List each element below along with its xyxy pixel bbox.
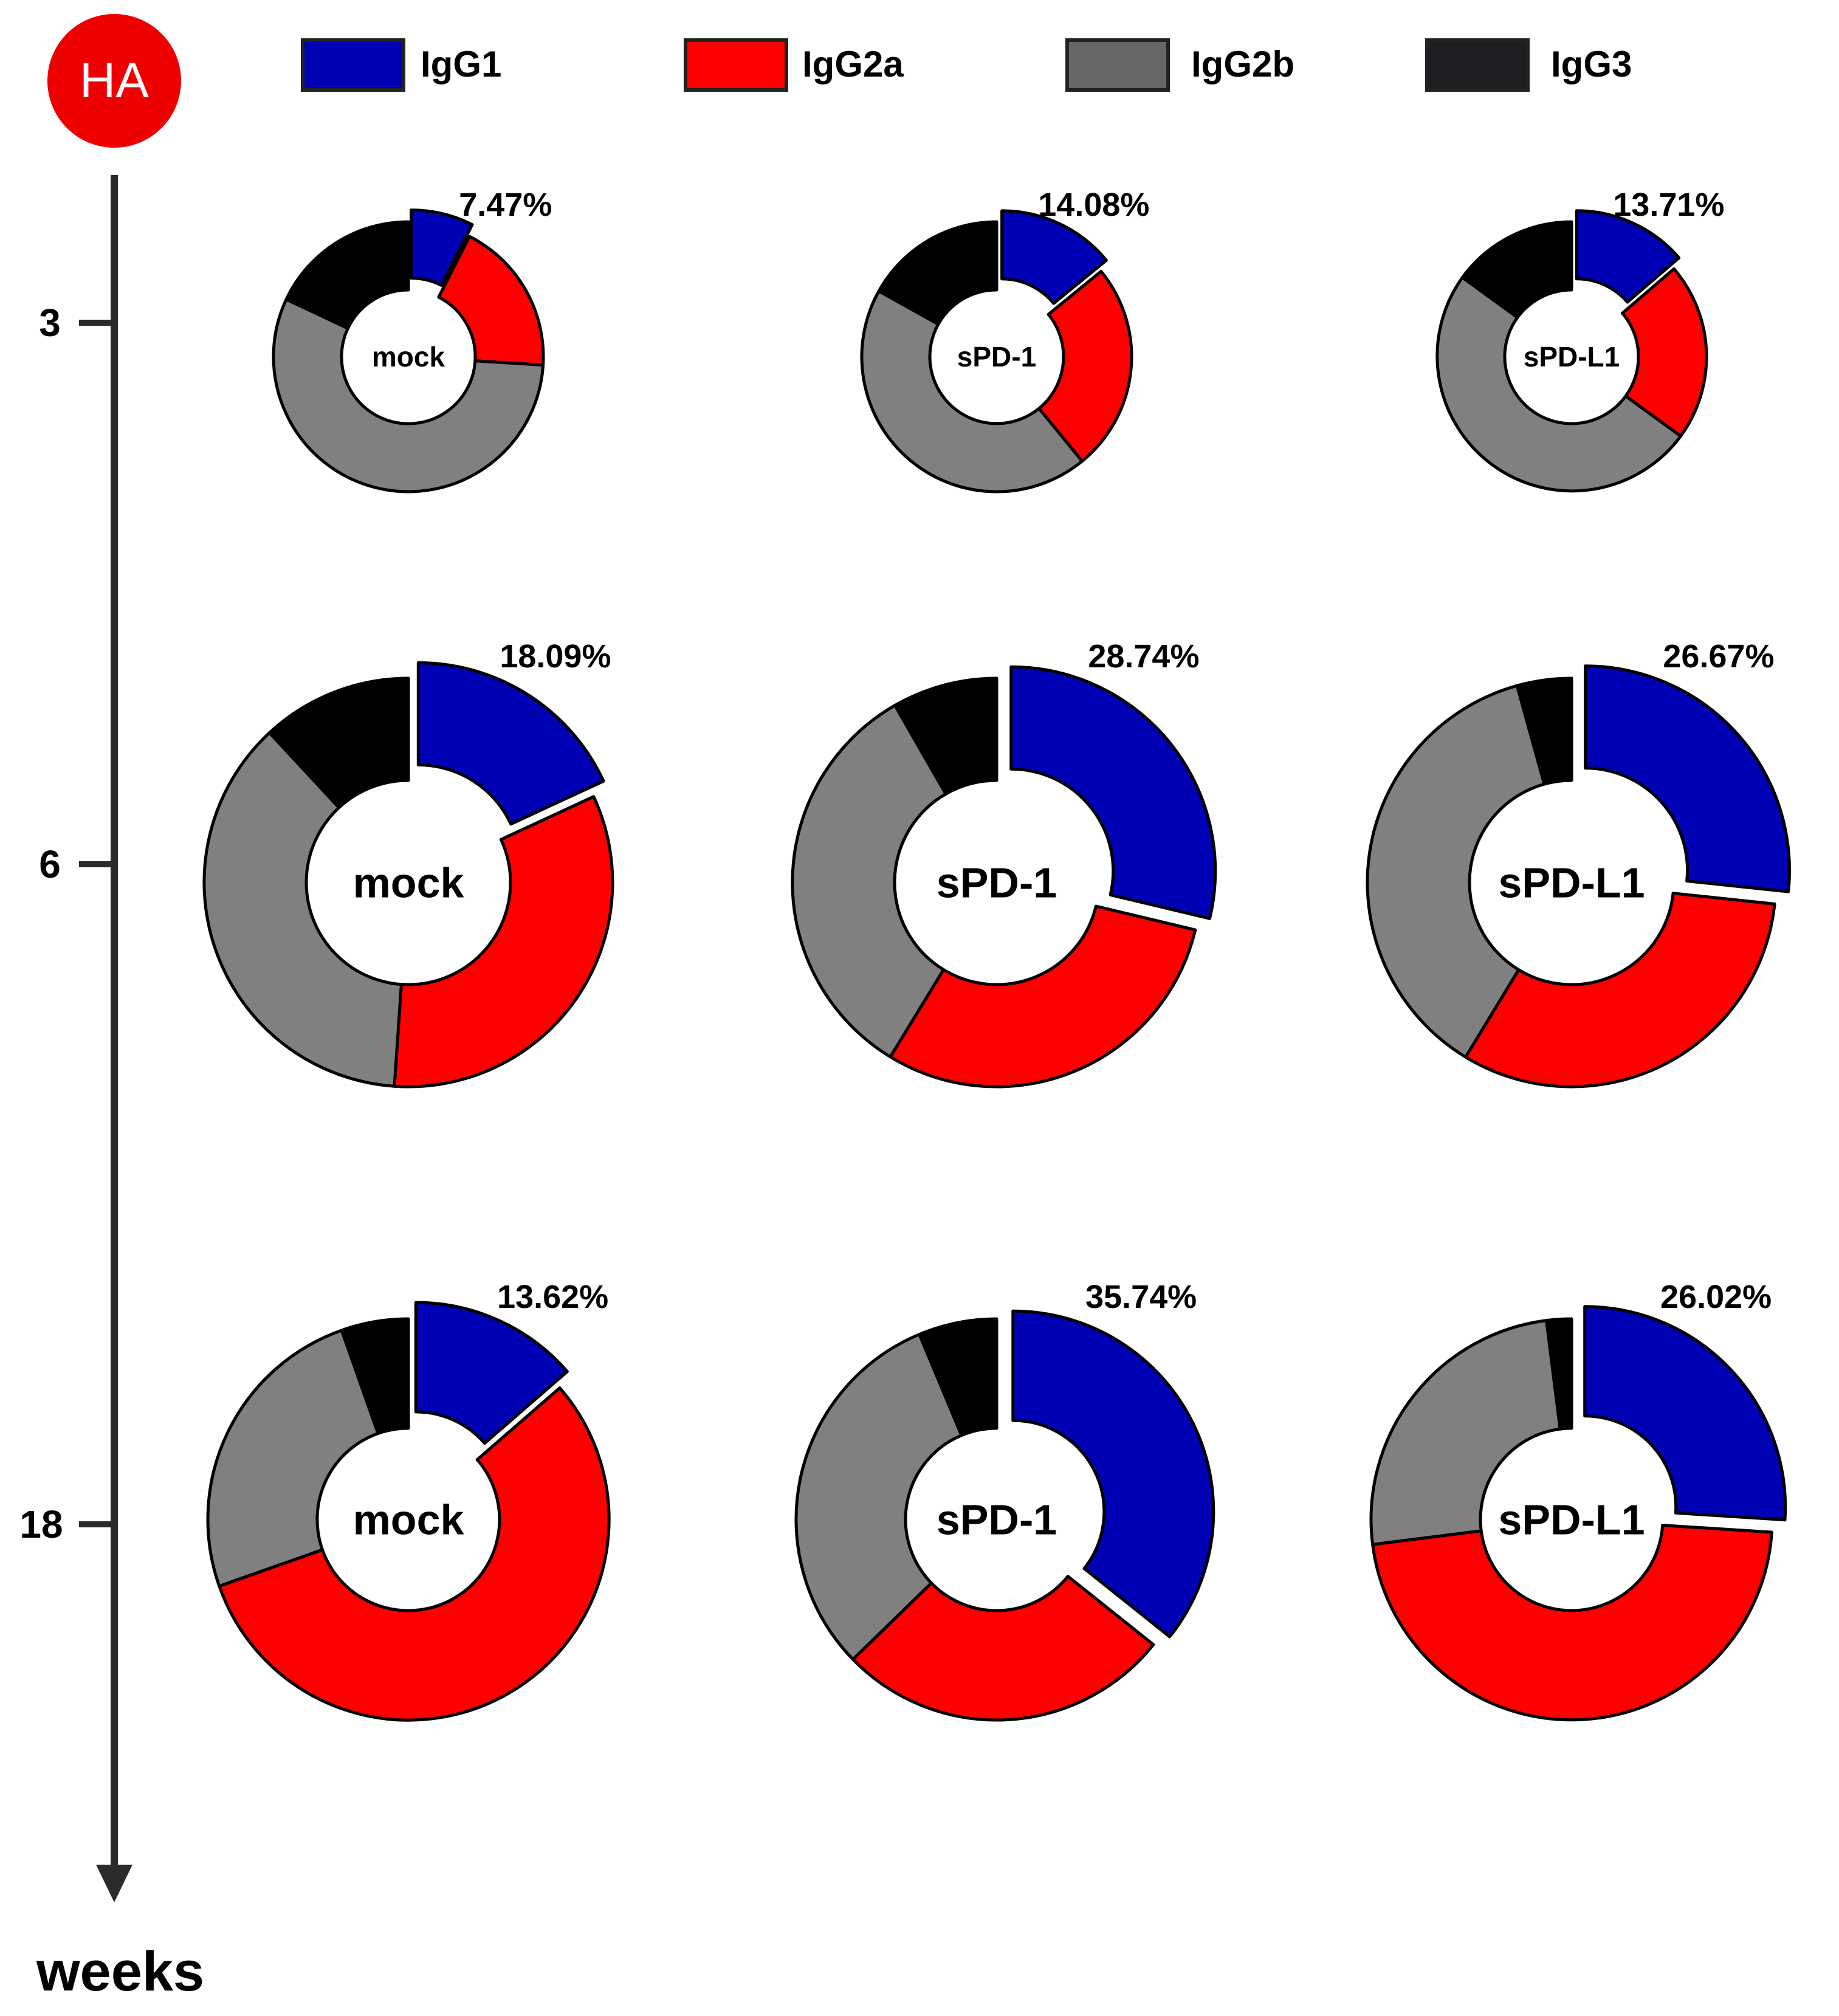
- donut-center-label: mock: [353, 1496, 464, 1544]
- donut-center-label: sPD-1: [937, 1496, 1057, 1544]
- slice-igg1: [1011, 1309, 1215, 1639]
- slice-igg2b: [1435, 276, 1682, 493]
- slice-igg2a: [218, 1386, 611, 1722]
- legend-swatch-igg2b: [1065, 38, 1170, 92]
- legend-label-igg1: IgG1: [421, 44, 501, 84]
- donut-center-label: mock: [372, 341, 445, 373]
- axis-tick-label-week-3: 3: [39, 301, 61, 345]
- slice-igg2b: [206, 1329, 380, 1588]
- legend-label-igg2a: IgG2a: [802, 44, 904, 84]
- donut-week-3-mock: mock 7.47%: [272, 187, 552, 494]
- slice-igg1: [1583, 1305, 1787, 1522]
- donut-center-label: sPD-L1: [1524, 341, 1620, 373]
- donut-center-label: mock: [353, 859, 464, 907]
- slice-igg1: [410, 208, 474, 287]
- donut-center-label: sPD-1: [937, 859, 1057, 907]
- slice-igg1: [414, 1301, 569, 1445]
- slice-igg1: [1584, 664, 1791, 893]
- slice-igg3: [340, 1317, 410, 1435]
- axis-tick-label-week-6: 6: [39, 842, 61, 886]
- antigen-badge: HA: [47, 14, 181, 148]
- slice-igg2a: [851, 1575, 1155, 1722]
- donut-center-label: sPD-L1: [1498, 859, 1645, 907]
- slice-igg1: [416, 661, 605, 826]
- time-axis: 3 6 18 weeks: [19, 175, 204, 2003]
- igg1-percentage-label: 18.09%: [500, 638, 611, 675]
- igg1-percentage-label: 28.74%: [1088, 638, 1199, 675]
- legend-swatch-igg3: [1425, 38, 1530, 92]
- donut-week-6-spd-l1: sPD-L1 26.67%: [1366, 638, 1791, 1089]
- slice-igg2b: [1366, 684, 1546, 1059]
- igg1-percentage-label: 35.74%: [1085, 1279, 1197, 1315]
- slice-igg2b: [791, 704, 947, 1059]
- donut-week-18-spd-1: sPD-1 35.74%: [794, 1279, 1215, 1722]
- donut-charts: mock 7.47% sPD-1 14.08% sPD-L1 13.71% mock 18.0…: [202, 187, 1791, 1722]
- slice-igg1: [1575, 209, 1681, 304]
- slice-igg2b: [1369, 1319, 1562, 1546]
- slice-igg2b: [860, 289, 1084, 494]
- slice-igg3: [1515, 676, 1573, 786]
- legend-swatch-igg2a: [684, 38, 788, 92]
- slice-igg2b: [272, 298, 545, 494]
- slice-igg2a: [437, 235, 545, 367]
- slice-igg3: [284, 220, 410, 330]
- slice-igg2a: [393, 795, 614, 1089]
- legend-label-igg2b: IgG2b: [1191, 44, 1294, 84]
- slice-igg1: [1000, 209, 1108, 305]
- igg1-percentage-label: 26.67%: [1663, 638, 1774, 675]
- slice-igg3: [918, 1317, 999, 1437]
- slice-igg3: [1460, 220, 1573, 319]
- slice-igg2b: [202, 731, 403, 1088]
- donut-week-18-mock: mock 13.62%: [206, 1279, 611, 1722]
- antigen-badge-circle: [47, 14, 181, 148]
- slice-igg3: [268, 676, 410, 810]
- donut-center-label: sPD-L1: [1498, 1496, 1645, 1544]
- axis-tick-label-week-18: 18: [19, 1502, 63, 1546]
- slice-igg2a: [1621, 267, 1708, 438]
- igg1-percentage-label: 7.47%: [459, 187, 552, 223]
- donut-center-label: sPD-1: [957, 341, 1036, 373]
- legend: IgG1 IgG2a IgG2b IgG3: [301, 38, 1632, 92]
- donut-week-6-spd-1: sPD-1 28.74%: [791, 638, 1217, 1089]
- igg1-percentage-label: 13.71%: [1613, 187, 1724, 223]
- slice-igg2a: [1037, 269, 1133, 463]
- slice-igg3: [877, 220, 999, 326]
- igg1-percentage-label: 13.62%: [497, 1279, 608, 1315]
- slice-igg3: [893, 676, 999, 796]
- legend-label-igg3: IgG3: [1551, 44, 1632, 84]
- slice-igg2b: [794, 1333, 963, 1661]
- donut-week-18-spd-l1: sPD-L1 26.02%: [1369, 1279, 1787, 1722]
- igg1-percentage-label: 26.02%: [1660, 1279, 1772, 1315]
- antigen-badge-label: HA: [80, 53, 149, 108]
- legend-swatch-igg1: [301, 38, 405, 92]
- slice-igg1: [1009, 665, 1217, 920]
- igg1-percentage-label: 14.08%: [1038, 187, 1149, 223]
- slice-igg2a: [889, 904, 1197, 1089]
- donut-week-3-spd-l1: sPD-L1 13.71%: [1435, 187, 1724, 493]
- donut-week-6-mock: mock 18.09%: [202, 638, 614, 1089]
- axis-title: weeks: [36, 1941, 204, 2003]
- slice-igg3: [1545, 1317, 1573, 1431]
- slice-igg2a: [1464, 892, 1776, 1089]
- slice-igg2a: [1371, 1524, 1773, 1722]
- donut-week-3-spd-1: sPD-1 14.08%: [860, 187, 1149, 494]
- time-axis-arrowhead: [96, 1865, 132, 1902]
